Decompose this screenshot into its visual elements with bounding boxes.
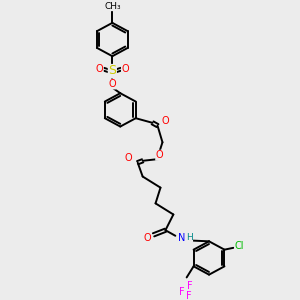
Text: O: O (156, 150, 163, 160)
Text: O: O (122, 64, 129, 74)
Text: N: N (178, 232, 185, 243)
Text: O: O (125, 153, 133, 163)
Text: O: O (109, 79, 116, 89)
Text: F: F (186, 291, 191, 300)
Text: CH₃: CH₃ (104, 2, 121, 11)
Text: S: S (108, 64, 116, 77)
Text: O: O (144, 232, 152, 243)
Text: F: F (179, 287, 184, 297)
Text: Cl: Cl (235, 241, 244, 251)
Text: O: O (162, 116, 169, 126)
Text: O: O (96, 64, 103, 74)
Text: H: H (186, 233, 193, 242)
Text: F: F (187, 281, 192, 291)
